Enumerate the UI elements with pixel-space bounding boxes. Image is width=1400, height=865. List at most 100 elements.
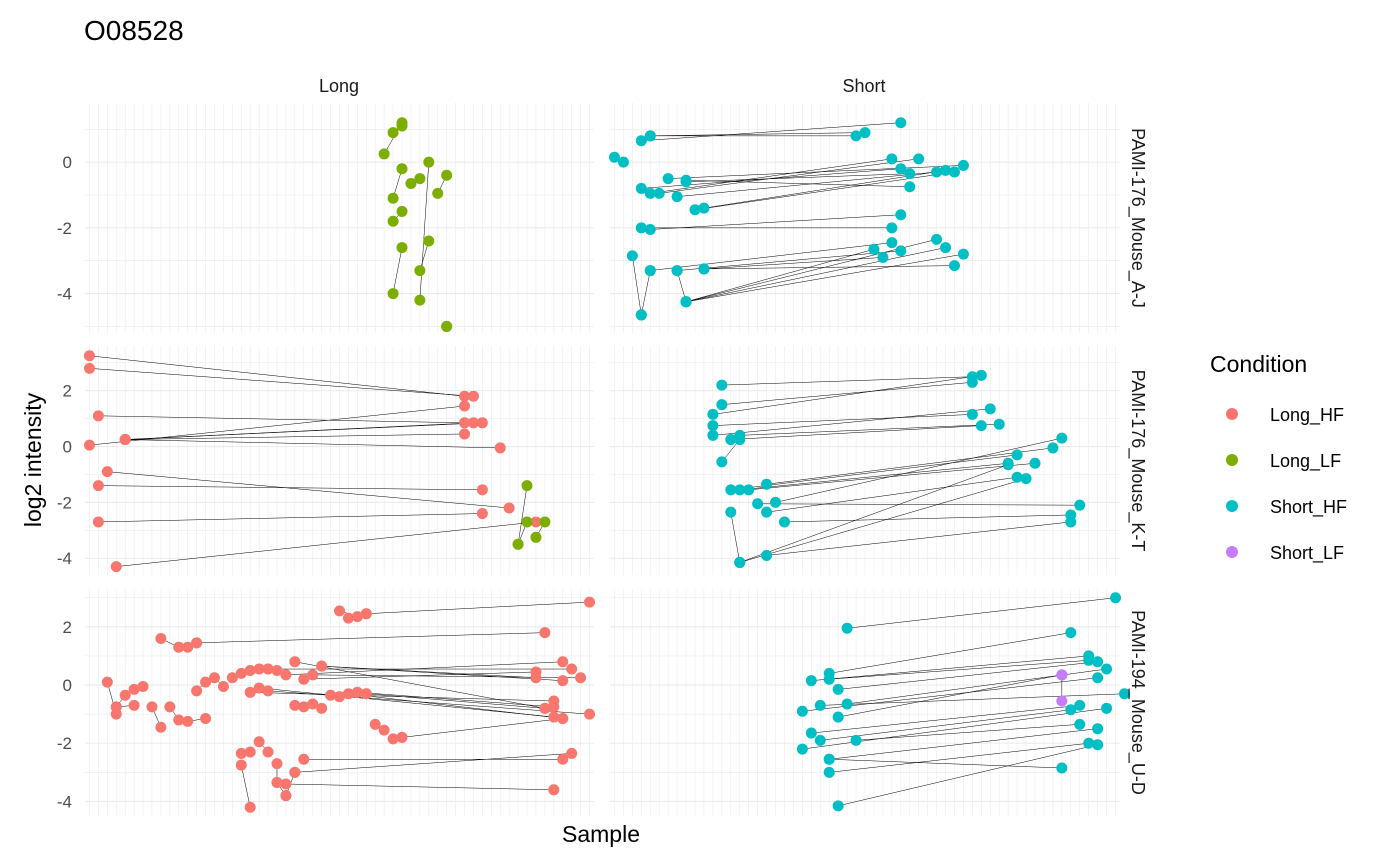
point-long-hf	[566, 747, 578, 759]
point-short-hf	[940, 242, 952, 254]
pair-line	[268, 690, 590, 715]
point-long-lf	[512, 538, 524, 550]
point-long-hf	[92, 516, 104, 528]
pair-line	[659, 158, 919, 194]
pair-line	[125, 422, 474, 440]
pair-line	[784, 514, 1071, 523]
point-short-hf	[931, 233, 943, 245]
pair-line	[838, 744, 1098, 807]
pair-line	[829, 632, 1071, 674]
point-long-hf	[253, 663, 265, 675]
point-long-hf	[360, 608, 372, 620]
pair-line	[294, 661, 545, 709]
point-short-hf	[1092, 656, 1104, 668]
point-short-hf	[859, 127, 871, 139]
pair-line	[847, 597, 1116, 629]
pair-line	[766, 521, 1071, 556]
pair-line	[366, 693, 545, 709]
point-short-hf	[770, 496, 782, 508]
pair-line	[686, 173, 910, 183]
point-long-hf	[182, 715, 194, 727]
x-axis-title: Sample	[562, 821, 640, 847]
point-long-hf	[182, 641, 194, 653]
point-long-lf	[387, 127, 399, 139]
pair-line	[730, 512, 740, 563]
data-points	[101, 596, 596, 813]
point-long-hf	[289, 699, 301, 711]
pair-line	[303, 671, 536, 680]
point-long-lf	[530, 531, 542, 543]
pair-line	[89, 405, 465, 446]
point-long-hf	[280, 790, 292, 802]
point-short-hf	[707, 429, 719, 441]
pair-line	[686, 253, 964, 303]
pair-line	[259, 687, 554, 718]
point-short-hf	[877, 251, 889, 263]
point-short-hf	[734, 556, 746, 568]
pair-line	[294, 753, 572, 773]
point-long-hf	[83, 439, 95, 451]
data-points	[83, 350, 551, 573]
point-short-hf	[805, 727, 817, 739]
point-long-hf	[101, 676, 113, 688]
point-long-hf	[208, 672, 220, 684]
point-long-hf	[476, 508, 488, 520]
point-short-hf	[635, 309, 647, 321]
pair-line	[757, 503, 1080, 506]
point-short-hf	[796, 743, 808, 755]
point-long-hf	[101, 466, 113, 478]
point-long-hf	[217, 680, 229, 692]
point-long-hf	[378, 724, 390, 736]
point-long-lf	[396, 242, 408, 254]
y-tick-label: -2	[57, 493, 72, 512]
point-long-hf	[539, 627, 551, 639]
point-long-hf	[137, 680, 149, 692]
pair-line	[641, 270, 651, 315]
point-short-hf	[1047, 442, 1059, 454]
pair-line	[838, 661, 1098, 690]
point-long-hf	[351, 611, 363, 623]
pair-line	[366, 601, 590, 614]
data-points	[378, 117, 453, 332]
point-short-hf	[850, 130, 862, 142]
pair-line	[401, 718, 563, 738]
pair-line	[712, 414, 973, 426]
pair-line	[98, 485, 483, 491]
pair-line	[677, 171, 937, 197]
pair-line	[392, 247, 403, 294]
point-long-hf	[235, 759, 247, 771]
point-long-hf	[92, 480, 104, 492]
point-long-hf	[271, 664, 283, 676]
point-long-hf	[503, 502, 515, 514]
point-long-hf	[351, 686, 363, 698]
point-long-lf	[378, 148, 390, 160]
point-short-hf	[1074, 699, 1086, 711]
strip-label-long: Long	[319, 76, 359, 96]
point-long-hf	[155, 632, 167, 644]
pair-line	[650, 158, 892, 194]
pair-line	[730, 454, 1018, 491]
panel-short-row-3	[610, 589, 1130, 816]
point-long-hf	[298, 673, 310, 685]
point-short-hf	[913, 153, 925, 165]
pair-line	[712, 375, 982, 415]
point-long-hf	[164, 701, 176, 713]
point-short-hf	[957, 159, 969, 171]
point-short-hf	[644, 224, 656, 235]
strip-label-row-2: PAMI-176_Mouse_K-T	[1127, 370, 1148, 552]
point-short-hf	[886, 222, 898, 234]
legend: Condition Long_HF Long_LF Short_HF Short_LF	[1210, 351, 1347, 564]
point-long-lf	[539, 516, 551, 528]
point-short-hf	[1020, 473, 1032, 485]
pair-line	[721, 382, 973, 405]
point-short-hf	[1101, 663, 1113, 675]
point-long-hf	[244, 686, 256, 698]
panel-long-row-3	[85, 589, 596, 816]
point-long-hf	[226, 672, 238, 684]
strip-right-row-1: PAMI-176_Mouse_A-J	[1127, 128, 1148, 308]
pair-line	[766, 447, 1053, 485]
legend-label-short-hf: Short_HF	[1270, 497, 1347, 518]
point-short-hf	[814, 734, 826, 746]
pair-line	[107, 471, 510, 509]
point-long-lf	[441, 320, 453, 332]
